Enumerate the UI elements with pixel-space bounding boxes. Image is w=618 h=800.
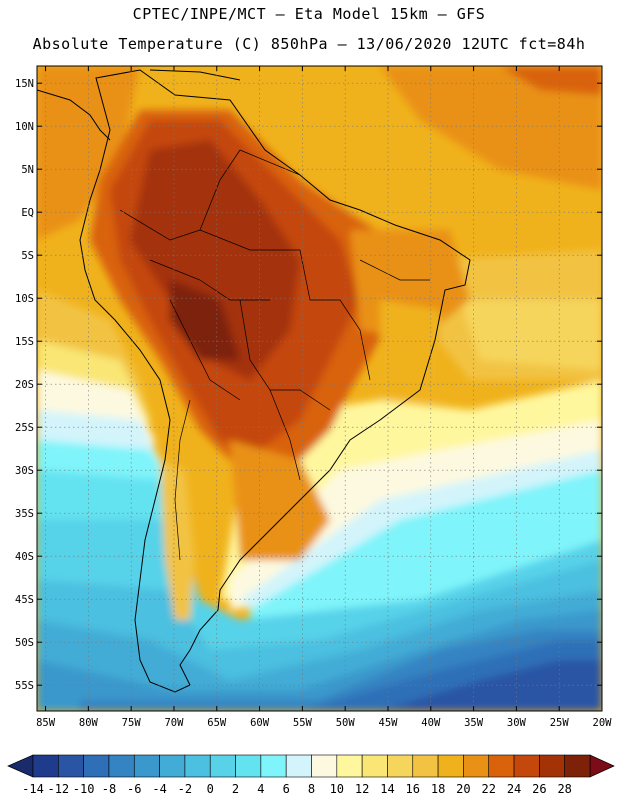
colorbar-swatch bbox=[488, 754, 515, 778]
colorbar-label: -8 bbox=[102, 782, 116, 796]
colorbar-swatch bbox=[58, 754, 84, 778]
temperature-field bbox=[37, 66, 602, 711]
colorbar-swatch bbox=[539, 754, 565, 778]
colorbar-swatch bbox=[83, 754, 110, 778]
colorbar-label: 2 bbox=[232, 782, 239, 796]
field-atlantic-14 bbox=[460, 300, 602, 370]
colorbar-label: 4 bbox=[257, 782, 264, 796]
field-continent-26 bbox=[130, 140, 300, 380]
lat-tick-label: 55S bbox=[15, 680, 34, 692]
colorbar-label: -2 bbox=[178, 782, 192, 796]
central-america-coastline bbox=[37, 89, 111, 141]
lon-tick-label: 60W bbox=[250, 717, 270, 729]
colorbar-label: 0 bbox=[207, 782, 214, 796]
lon-tick-label: 40W bbox=[421, 717, 441, 729]
colorbar-label: -14 bbox=[22, 782, 44, 796]
colorbar-swatch bbox=[336, 754, 363, 778]
lon-tick-label: 30W bbox=[507, 717, 527, 729]
colorbar-swatch bbox=[108, 754, 135, 778]
colorbar-label: -4 bbox=[152, 782, 166, 796]
colorbar-swatch bbox=[184, 754, 211, 778]
colorbar-high-arrow bbox=[589, 754, 615, 778]
lat-tick-label: 25S bbox=[15, 422, 34, 434]
colorbar-label: -10 bbox=[73, 782, 95, 796]
colorbar-low-arrow bbox=[7, 754, 34, 778]
colorbar-swatch bbox=[159, 754, 186, 778]
colorbar-swatch bbox=[463, 754, 490, 778]
colorbar-label: 14 bbox=[380, 782, 394, 796]
field-warm-atlantic-corner bbox=[500, 66, 602, 95]
colorbar-label: 18 bbox=[431, 782, 445, 796]
colorbar-swatch bbox=[412, 754, 439, 778]
chart-title-line-2: Absolute Temperature (C) 850hPa – 13/06/… bbox=[32, 35, 586, 53]
lon-tick-label: 70W bbox=[164, 717, 184, 729]
latitude-axis: 15N 10N 5N EQ 5S 10S 15S 20S 25S 30S 35S 40S 45S 50S 5… bbox=[15, 78, 602, 692]
caribbean-islands bbox=[149, 69, 241, 81]
colorbar-swatch bbox=[32, 754, 59, 778]
lat-tick-label: 50S bbox=[15, 637, 34, 649]
lat-tick-label: 10N bbox=[15, 121, 34, 133]
colorbar-label: 8 bbox=[308, 782, 315, 796]
lon-tick-label: 25W bbox=[550, 717, 570, 729]
colorbar-label: 24 bbox=[507, 782, 521, 796]
colorbar-swatch bbox=[285, 754, 312, 778]
lat-tick-label: EQ bbox=[21, 207, 34, 219]
field-south-minus12 bbox=[380, 660, 602, 711]
colorbar-label: -6 bbox=[127, 782, 141, 796]
lat-tick-label: 40S bbox=[15, 551, 34, 563]
field-argentina-warm bbox=[230, 440, 330, 560]
lat-tick-label: 5N bbox=[21, 164, 34, 176]
lat-tick-label: 15S bbox=[15, 336, 34, 348]
colorbar-swatch bbox=[235, 754, 262, 778]
lat-tick-label: 20S bbox=[15, 379, 34, 391]
colorbar-label: 10 bbox=[330, 782, 344, 796]
colorbar-label: 12 bbox=[355, 782, 369, 796]
colorbar-swatch bbox=[311, 754, 338, 778]
colorbar-swatch bbox=[361, 754, 388, 778]
colorbar-swatch bbox=[209, 754, 236, 778]
colorbar-swatch bbox=[387, 754, 414, 778]
lon-tick-label: 50W bbox=[336, 717, 356, 729]
field-atlantic-4 bbox=[250, 470, 602, 640]
longitude-axis: 85W 80W 75W 70W 65W 60W 55W 50W 45W 40W 35W 30W 25W 2… bbox=[36, 66, 612, 729]
colorbar-label: 20 bbox=[456, 782, 470, 796]
field-andes bbox=[160, 460, 195, 620]
lon-tick-label: 65W bbox=[207, 717, 227, 729]
lon-tick-label: 80W bbox=[79, 717, 99, 729]
colorbar-swatch bbox=[260, 754, 287, 778]
lon-tick-label: 85W bbox=[36, 717, 56, 729]
lon-tick-label: 35W bbox=[464, 717, 484, 729]
colorbar-swatch bbox=[513, 754, 540, 778]
lat-tick-label: 35S bbox=[15, 508, 34, 520]
lon-tick-label: 45W bbox=[379, 717, 399, 729]
lat-tick-label: 5S bbox=[21, 250, 34, 262]
lon-tick-label: 55W bbox=[293, 717, 313, 729]
map-frame bbox=[36, 65, 603, 712]
field-continent-28 bbox=[170, 280, 240, 360]
colorbar-swatch bbox=[564, 754, 591, 778]
lon-tick-label: 20W bbox=[593, 717, 613, 729]
colorbar-label: 22 bbox=[482, 782, 496, 796]
colorbar-swatch bbox=[133, 754, 160, 778]
lon-tick-label: 75W bbox=[122, 717, 142, 729]
lat-tick-label: 15N bbox=[15, 78, 34, 90]
colorbar-label: 26 bbox=[532, 782, 546, 796]
colorbar-label: -12 bbox=[47, 782, 69, 796]
colorbar-label: 28 bbox=[557, 782, 571, 796]
colorbar-label: 16 bbox=[406, 782, 420, 796]
field-warm-atlantic-north bbox=[380, 66, 602, 190]
lat-tick-label: 10S bbox=[15, 293, 34, 305]
south-america-coastline bbox=[79, 69, 471, 693]
colorbar: -14 -12 -10 -8 -6 -4 -2 0 2 4 6 8 10 12 14 16 18 20 22 24 26… bbox=[7, 754, 615, 796]
colorbar-label: 6 bbox=[283, 782, 290, 796]
lat-tick-label: 45S bbox=[15, 594, 34, 606]
chart-title-line-1: CPTEC/INPE/MCT – Eta Model 15km – GFS bbox=[132, 5, 486, 23]
colorbar-swatch bbox=[437, 754, 464, 778]
lat-tick-label: 30S bbox=[15, 465, 34, 477]
